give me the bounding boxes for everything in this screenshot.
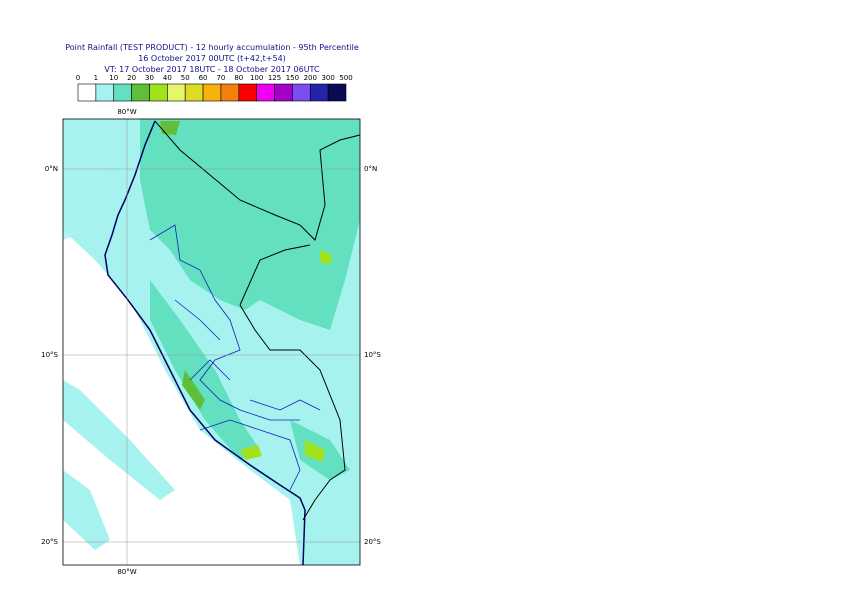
legend-label: 70 — [216, 74, 225, 82]
legend-swatch — [113, 83, 132, 102]
legend-swatch — [202, 83, 222, 102]
lat-label: 10°S — [364, 351, 381, 359]
legend-label: 150 — [286, 74, 299, 82]
legend-label: 0 — [76, 74, 80, 82]
legend-label: 80 — [234, 74, 243, 82]
legend-swatch — [184, 83, 204, 102]
title: Point Rainfall (TEST PRODUCT) - 12 hourl… — [65, 43, 359, 52]
legend-swatch — [256, 83, 275, 102]
legend-swatch — [327, 83, 347, 102]
legend-label: 100 — [250, 74, 263, 82]
lat-label: 0°N — [364, 165, 377, 173]
legend-swatch — [77, 83, 97, 102]
legend-label: 10 — [109, 74, 118, 82]
lat-label: 0°N — [45, 165, 58, 173]
legend-label: 60 — [199, 74, 208, 82]
legend-label: 20 — [127, 74, 136, 82]
legend-swatch — [131, 83, 150, 102]
legend-swatch — [149, 83, 168, 102]
lat-label: 20°S — [364, 538, 381, 546]
legend-label: 50 — [181, 74, 190, 82]
subtitle: VT: 17 October 2017 18UTC - 18 October 2… — [104, 65, 320, 74]
legend-label: 500 — [339, 74, 352, 82]
legend-label: 30 — [145, 74, 154, 82]
legend-swatch — [220, 83, 240, 102]
lon-label: 80°W — [117, 568, 136, 576]
legend-swatch — [95, 83, 115, 102]
map — [63, 119, 360, 565]
map-frame — [62, 118, 361, 566]
lon-label: 80°W — [117, 108, 136, 116]
lat-label: 20°S — [41, 538, 58, 546]
legend-swatch — [274, 83, 293, 102]
legend-label: 300 — [321, 74, 334, 82]
legend-swatch — [292, 83, 311, 102]
lat-label: 10°S — [41, 351, 58, 359]
legend-label: 200 — [304, 74, 317, 82]
legend-swatch — [167, 83, 186, 102]
legend-label: 125 — [268, 74, 281, 82]
legend-swatch — [309, 83, 329, 102]
graticule — [63, 119, 360, 565]
legend-label: 1 — [94, 74, 98, 82]
legend-label: 40 — [163, 74, 172, 82]
legend-swatch — [238, 83, 257, 102]
legend: 0 1 10 20 30 40 50 60 70 80 100 125 150 200 300 500 — [76, 74, 353, 102]
subtitle: 16 October 2017 00UTC (t+42,t+54) — [138, 54, 286, 63]
